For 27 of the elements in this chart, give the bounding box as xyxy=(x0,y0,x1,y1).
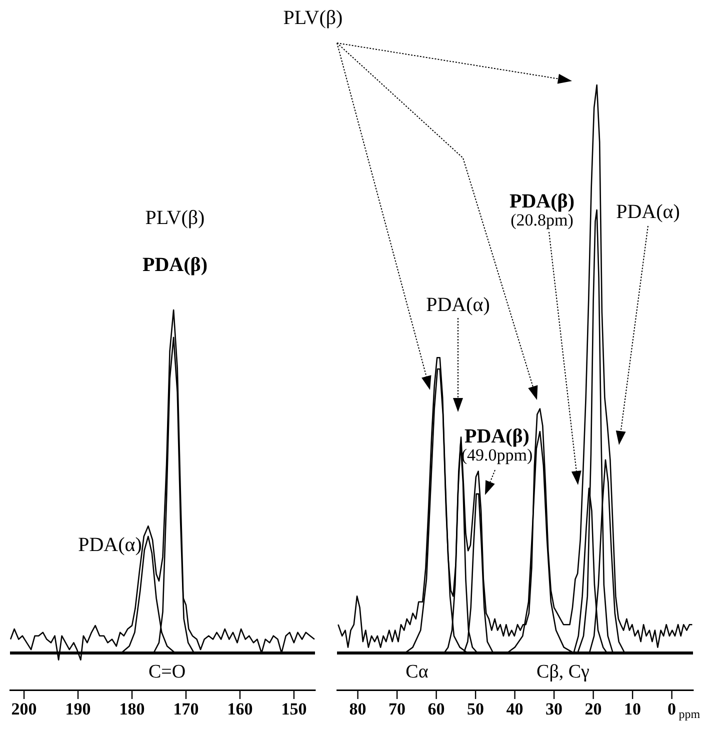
annotation: PDA(α) xyxy=(616,201,680,223)
text: Cα xyxy=(406,662,428,682)
x-tick-label: 150 xyxy=(281,700,307,719)
annotation: PDA(β) (49.0ppm) xyxy=(461,426,533,464)
x-tick-label: 180 xyxy=(119,700,145,719)
x-tick-label: 10 xyxy=(624,700,642,719)
text: Cβ, Cγ xyxy=(536,662,590,682)
annotation: PDA(α) xyxy=(426,294,490,316)
annotation: PDA(α) xyxy=(78,534,142,556)
x-tick-label: 200 xyxy=(11,700,37,719)
x-tick-label: 70 xyxy=(388,700,406,719)
text: PLV(β) xyxy=(283,7,343,29)
x-tick-label: 190 xyxy=(65,700,91,719)
x-tick-label: 50 xyxy=(467,700,484,719)
annotation: PDA(β) (20.8pm) xyxy=(510,190,574,230)
x-tick-label: 20 xyxy=(584,700,602,719)
x-tick-label: 170 xyxy=(173,700,199,719)
x-axis-title: ppm xyxy=(678,707,701,722)
x-tick-label: 40 xyxy=(506,700,524,719)
x-tick-label: 80 xyxy=(349,700,366,719)
x-tick-label: 0 xyxy=(668,700,676,719)
x-tick-label: 60 xyxy=(428,700,445,719)
x-tick-label: 30 xyxy=(546,700,563,719)
x-tick-label: 160 xyxy=(227,700,253,719)
text: PDA(β) xyxy=(142,254,208,276)
text: PLV(β) xyxy=(145,207,205,229)
text: C=O xyxy=(148,662,186,682)
